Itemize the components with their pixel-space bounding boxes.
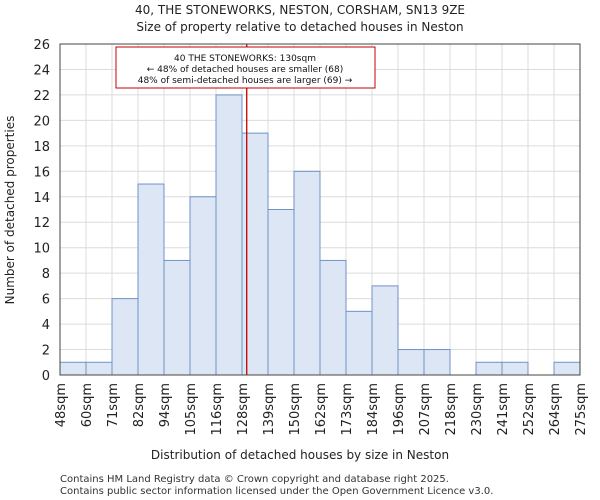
y-axis-label: Number of detached properties — [3, 116, 17, 305]
x-tick-label: 116sqm — [210, 383, 225, 436]
plot-frame — [59, 43, 581, 376]
histogram-bar — [293, 170, 321, 376]
histogram-bar — [371, 285, 399, 376]
histogram-bar — [215, 94, 243, 376]
histogram-bar — [423, 349, 451, 376]
annotation-border — [115, 46, 376, 89]
y-tick-label: 6 — [42, 293, 50, 308]
histogram-bar — [85, 361, 113, 376]
x-tick-label: 275sqm — [574, 383, 589, 436]
y-tick-label: 0 — [42, 369, 50, 384]
histogram-bar — [267, 209, 295, 376]
x-tick-label: 196sqm — [392, 383, 407, 436]
y-tick-label: 8 — [42, 267, 50, 282]
x-tick-label: 162sqm — [314, 383, 329, 436]
y-tick-label: 16 — [33, 165, 50, 180]
histogram-bar — [137, 183, 165, 376]
chart-title: 40, THE STONEWORKS, NESTON, CORSHAM, SN1… — [135, 3, 465, 17]
x-tick-label: 184sqm — [366, 383, 381, 436]
x-tick-label: 173sqm — [340, 383, 355, 436]
x-tick-label: 60sqm — [80, 383, 95, 427]
y-tick-label: 10 — [33, 242, 50, 257]
x-tick-label: 94sqm — [158, 383, 173, 427]
footer-line-2: Contains public sector information licen… — [60, 486, 493, 497]
histogram-bar — [163, 259, 191, 376]
x-tick-label: 128sqm — [236, 383, 251, 436]
y-tick-label: 12 — [33, 216, 50, 231]
annotation-line-3: 48% of semi-detached houses are larger (… — [138, 76, 353, 86]
x-tick-label: 230sqm — [470, 383, 485, 436]
bars — [59, 94, 581, 376]
x-tick-label: 207sqm — [418, 383, 433, 436]
x-tick-label: 150sqm — [288, 383, 303, 436]
y-tick-label: 2 — [42, 344, 50, 359]
y-tick-label: 14 — [33, 191, 50, 206]
x-tick-label: 241sqm — [496, 383, 511, 436]
y-tick-label: 18 — [33, 140, 50, 155]
annotation-line-1: 40 THE STONEWORKS: 130sqm — [174, 54, 316, 64]
histogram-bar — [189, 196, 217, 376]
x-axis-ticks: 48sqm 60sqm 71sqm 82sqm 94sqm 105sqm 116sqm 128… — [54, 383, 589, 436]
y-tick-label: 22 — [33, 89, 50, 104]
x-tick-label: 71sqm — [106, 383, 121, 427]
histogram-bar — [345, 310, 373, 376]
annotation-box: 40 THE STONEWORKS: 130sqm ← 48% of detac… — [115, 46, 376, 89]
annotation-line-2: ← 48% of detached houses are smaller (68… — [147, 65, 344, 75]
x-tick-label: 264sqm — [548, 383, 563, 436]
histogram-bar — [501, 361, 529, 376]
y-tick-label: 20 — [33, 114, 50, 129]
x-tick-label: 48sqm — [54, 383, 69, 427]
x-tick-label: 105sqm — [184, 383, 199, 436]
histogram-bar — [111, 298, 139, 376]
y-tick-label: 26 — [33, 38, 50, 53]
histogram-bar — [241, 132, 269, 376]
histogram-bar — [59, 361, 87, 376]
x-axis-label: Distribution of detached houses by size … — [151, 448, 449, 462]
histogram-bar — [553, 361, 581, 376]
y-tick-label: 4 — [42, 318, 50, 333]
chart-subtitle: Size of property relative to detached ho… — [136, 20, 463, 34]
x-tick-label: 252sqm — [522, 383, 537, 436]
x-tick-label: 82sqm — [132, 383, 147, 427]
histogram-bar — [319, 259, 347, 376]
x-tick-label: 218sqm — [444, 383, 459, 436]
y-tick-label: 24 — [33, 63, 50, 78]
histogram-bar — [475, 361, 503, 376]
footer-line-1: Contains HM Land Registry data © Crown c… — [60, 474, 449, 485]
x-tick-label: 139sqm — [262, 383, 277, 436]
histogram-bar — [397, 349, 425, 376]
